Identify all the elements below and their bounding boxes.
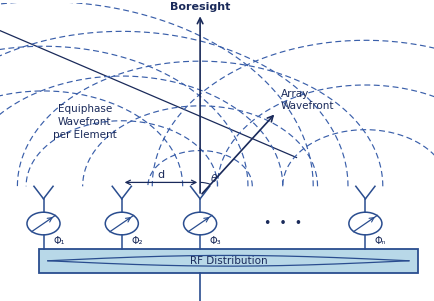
Text: Boresight: Boresight — [170, 2, 230, 12]
Bar — [39, 249, 417, 273]
Text: Φₙ: Φₙ — [374, 236, 385, 246]
Text: Φ₂: Φ₂ — [131, 236, 142, 246]
Text: Array
Wavefront: Array Wavefront — [280, 88, 333, 111]
Text: θ: θ — [210, 175, 217, 185]
Text: •  •  •: • • • — [263, 217, 301, 230]
Text: d: d — [157, 170, 164, 180]
Text: RF Distribution: RF Distribution — [189, 256, 266, 266]
Text: Φ₁: Φ₁ — [53, 236, 64, 246]
Text: Φ₃: Φ₃ — [209, 236, 221, 246]
Text: Equiphase
Wavefront
per Element: Equiphase Wavefront per Element — [53, 104, 116, 141]
